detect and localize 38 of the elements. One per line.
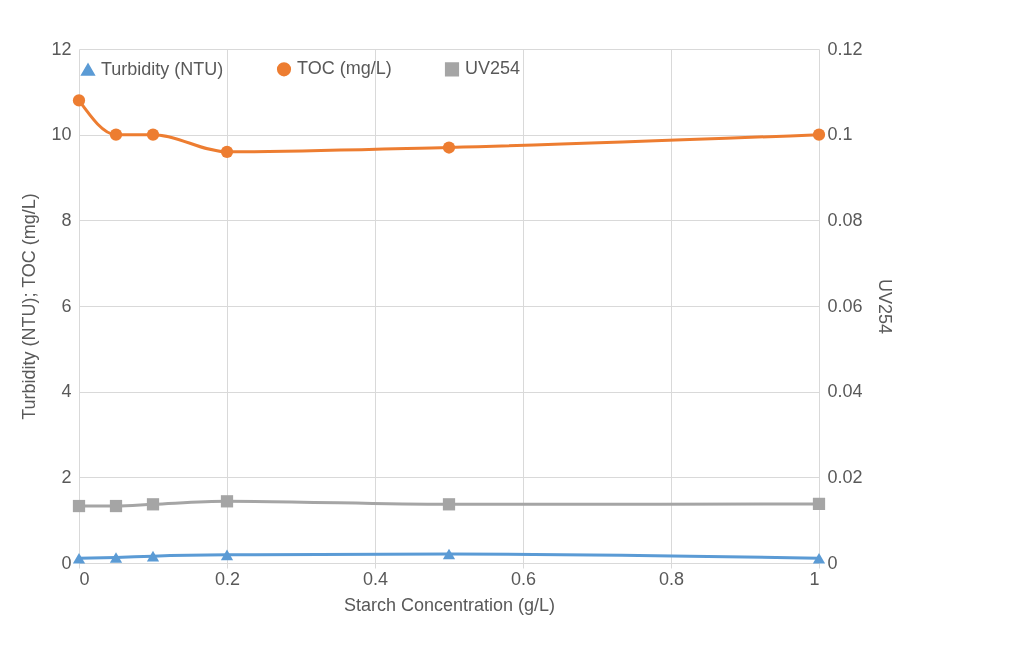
point: [146, 128, 160, 141]
point: [812, 552, 826, 564]
point: [72, 94, 86, 107]
point: [442, 141, 456, 154]
y-axis-title: Turbidity (NTU); TOC (mg/L): [19, 193, 40, 420]
point: [220, 145, 234, 158]
x-tick-label: 0.6: [510, 568, 537, 589]
legend-label: UV254: [465, 58, 521, 79]
x-tick-label: 0.2: [214, 568, 241, 589]
x-axis-title: Starch Concentration (g/L): [343, 594, 556, 615]
y-tick-label: 12: [51, 38, 72, 59]
y2-tick-label: 0.1: [827, 124, 853, 145]
point: [109, 128, 123, 141]
y-tick-label: 2: [61, 466, 72, 487]
y2-tick-label: 0.06: [827, 295, 863, 316]
y2-tick-label: 0.08: [827, 209, 863, 230]
y2-tick-label: 0.12: [827, 38, 863, 59]
y-tick-label: 10: [51, 124, 72, 145]
y-tick-label: 8: [61, 209, 72, 230]
point: [442, 548, 456, 560]
point: [109, 552, 123, 563]
y-tick-label: 4: [61, 381, 72, 402]
point: [146, 550, 160, 562]
y2-tick-label: 0.04: [827, 381, 863, 402]
y-tick-label: 0: [61, 552, 72, 573]
y2-tick-label: 0: [827, 552, 838, 573]
x-tick-label: 1: [809, 568, 820, 589]
point: [72, 552, 86, 564]
y2-axis-title: UV254: [874, 278, 895, 335]
y2-tick-label: 0.02: [827, 466, 863, 487]
x-tick-label: 0: [79, 568, 90, 589]
x-tick-label: 0.8: [658, 568, 685, 589]
y-tick-label: 6: [61, 295, 72, 316]
legend-label: TOC (mg/L): [297, 58, 392, 79]
x-tick-label: 0.4: [362, 568, 389, 589]
point: [812, 128, 826, 141]
legend-label: Turbidity (NTU): [101, 58, 224, 79]
point: [220, 549, 234, 561]
